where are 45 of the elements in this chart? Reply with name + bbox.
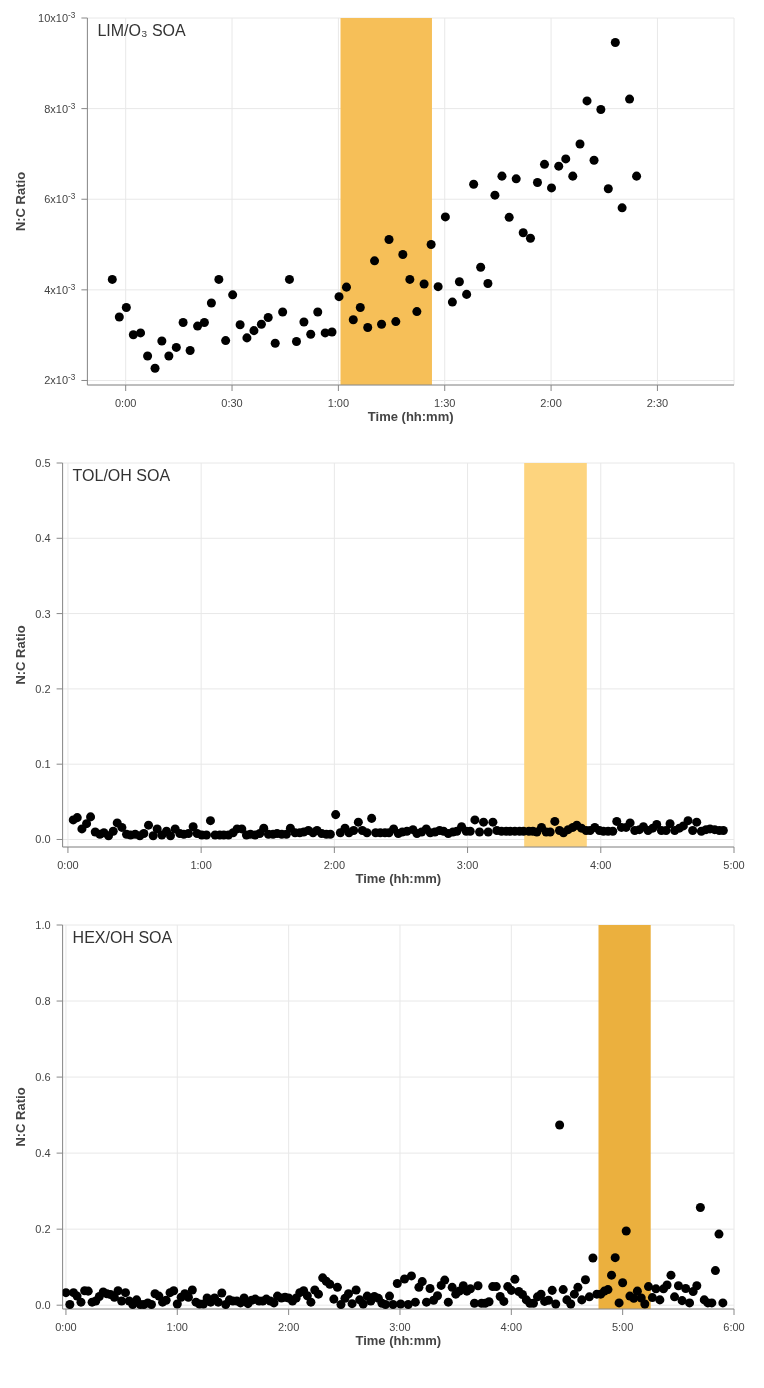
y-tick-label: 0.0	[35, 833, 51, 846]
y-tick-label: 8x10$^{-3}$	[44, 101, 76, 115]
y-tick-label: 0.2	[35, 1223, 51, 1236]
x-tick-label: 0:00	[114, 397, 137, 409]
x-tick-label: 4:00	[590, 859, 612, 871]
x-tick-label: 6:00	[723, 1321, 745, 1333]
x-tick-label: 4:00	[500, 1321, 523, 1333]
chart-title: LIM/O₃ SOA	[97, 22, 186, 40]
y-axis-title: N:C Ratio	[12, 1087, 28, 1147]
x-tick-label: 5:00	[611, 1321, 634, 1333]
y-tick-label: 6x10$^{-3}$	[44, 191, 76, 206]
x-tick-label: 5:00	[723, 859, 745, 871]
x-tick-label: 2:30	[646, 397, 669, 409]
chart-title: TOL/OH SOA	[72, 467, 171, 485]
x-tick-label: 2:00	[277, 1321, 300, 1333]
x-tick-label: 2:00	[323, 859, 346, 871]
y-axis-title: N:C Ratio	[12, 625, 28, 685]
y-tick-label: 2x10$^{-3}$	[44, 372, 76, 387]
chart-title: HEX/OH SOA	[72, 929, 173, 947]
x-tick-label: 3:00	[456, 859, 479, 871]
y-tick-label: 0.6	[35, 1071, 51, 1084]
y-tick-label: 10x10$^{-3}$	[38, 10, 76, 24]
y-tick-label: 0.8	[35, 995, 51, 1008]
y-tick-label: 0.3	[35, 607, 51, 620]
x-tick-label: 0:00	[57, 859, 79, 871]
x-axis-title: Time (hh:mm)	[355, 1333, 442, 1348]
x-tick-label: 2:00	[540, 397, 562, 409]
x-tick-label: 0:30	[221, 397, 243, 409]
x-tick-label: 1:00	[327, 397, 350, 409]
y-tick-label: 0.2	[35, 682, 51, 695]
x-tick-label: 0:00	[55, 1321, 77, 1333]
y-tick-label: 0.1	[35, 758, 51, 771]
x-axis-title: Time (hh:mm)	[355, 871, 442, 886]
x-tick-label: 1:30	[434, 397, 456, 409]
y-tick-label: 0.0	[35, 1299, 51, 1312]
y-tick-label: 0.4	[35, 1147, 51, 1160]
y-tick-label: 1.0	[35, 919, 51, 931]
x-tick-label: 1:00	[190, 859, 212, 871]
x-tick-label: 3:00	[389, 1321, 411, 1333]
y-tick-label: 0.5	[35, 457, 51, 469]
y-tick-label: 0.4	[35, 532, 51, 545]
y-axis-title: N:C Ratio	[12, 171, 28, 232]
x-tick-label: 1:00	[166, 1321, 188, 1333]
x-axis-title: Time (hh:mm)	[367, 409, 454, 424]
y-tick-label: 4x10$^{-3}$	[44, 282, 76, 296]
